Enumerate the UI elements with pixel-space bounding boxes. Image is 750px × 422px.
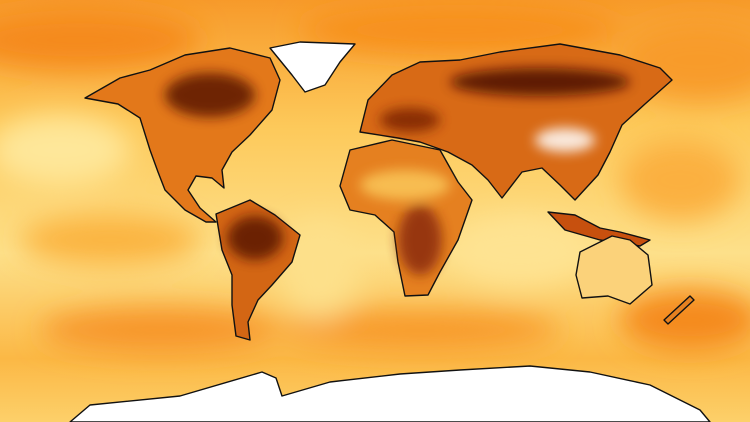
australia	[575, 235, 653, 305]
new-zealand	[663, 295, 695, 325]
greenland	[269, 41, 356, 93]
land-hotspots	[165, 68, 630, 275]
indonesia	[547, 211, 651, 247]
antarctica	[69, 365, 711, 422]
ocean-anomalies	[0, 5, 750, 352]
